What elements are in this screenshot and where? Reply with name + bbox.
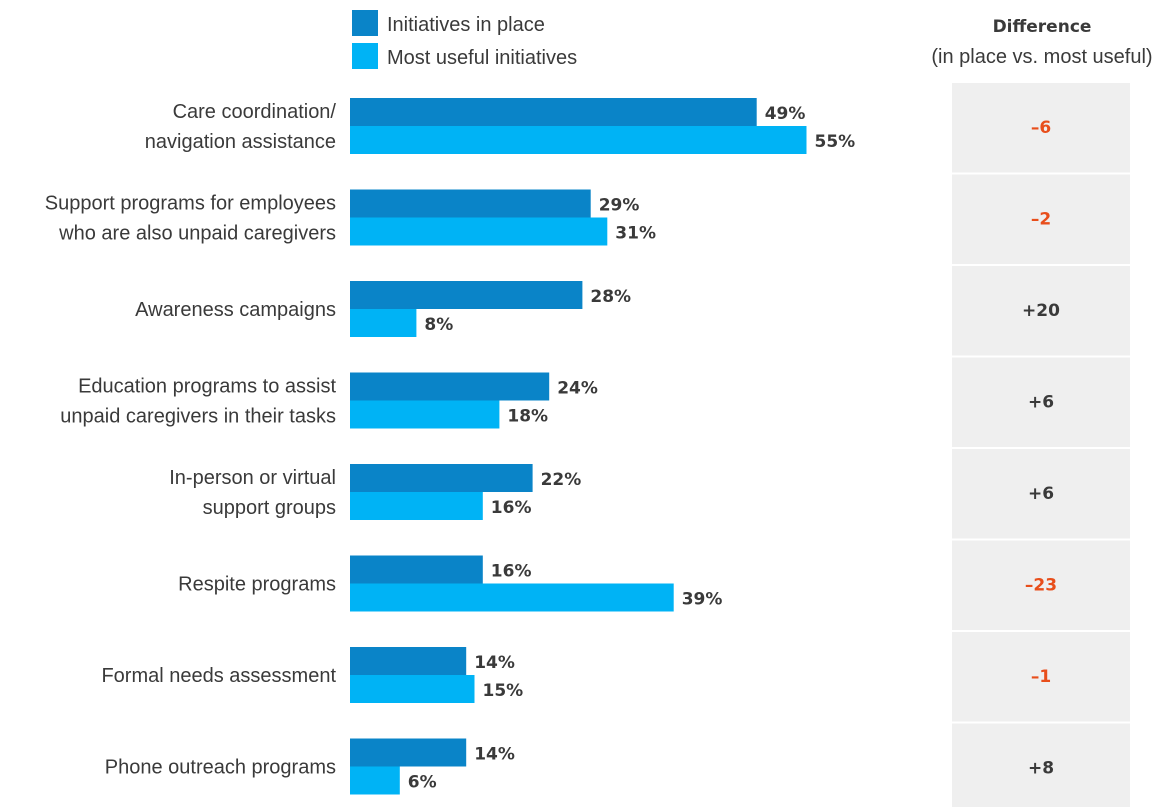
difference-value: –23 <box>1025 576 1057 596</box>
difference-cells: –6 –2 +20 +6 +6 –23 –1 +8 <box>952 83 1130 807</box>
value-label-most-useful: 55% <box>815 132 856 152</box>
bar-in-place <box>350 189 591 218</box>
value-label-in-place: 14% <box>474 653 515 673</box>
legend-label-1: Initiatives in place <box>387 14 545 36</box>
difference-subtitle: (in place vs. most useful) <box>931 46 1152 68</box>
category-label: In-person or virtual support groups <box>169 467 336 519</box>
value-label-in-place: 16% <box>491 562 532 582</box>
category-label: Support programs for employees who are al… <box>45 193 336 245</box>
category-label: Phone outreach programs <box>105 757 336 779</box>
category-label: Care coordination/navigation assistance <box>145 101 337 153</box>
value-label-most-useful: 6% <box>408 773 437 793</box>
difference-value: +6 <box>1028 393 1054 413</box>
bar-most-useful <box>350 766 400 795</box>
bar-most-useful <box>350 675 475 703</box>
value-label-in-place: 49% <box>765 104 806 124</box>
category-label: Respite programs <box>178 574 336 596</box>
value-label-most-useful: 18% <box>507 407 548 427</box>
value-label-in-place: 28% <box>590 287 631 307</box>
difference-value: +20 <box>1022 301 1060 321</box>
value-label-most-useful: 39% <box>682 590 723 610</box>
row-4: Education programs to assist unpaid careg… <box>60 372 598 429</box>
category-label: Formal needs assessment <box>101 665 336 687</box>
value-label-in-place: 14% <box>474 745 515 765</box>
value-label-most-useful: 16% <box>491 498 532 518</box>
value-label-in-place: 22% <box>541 470 582 490</box>
difference-cell <box>952 540 1130 630</box>
difference-cell <box>952 174 1130 264</box>
bar-in-place <box>350 98 757 126</box>
difference-value: –6 <box>1031 118 1051 138</box>
difference-value: –1 <box>1031 667 1051 687</box>
value-label-most-useful: 31% <box>615 224 656 244</box>
difference-title: Difference <box>993 17 1092 37</box>
difference-header: Difference (in place vs. most useful) <box>931 17 1152 68</box>
bar-in-place <box>350 555 483 584</box>
bar-most-useful <box>350 126 807 154</box>
bar-in-place <box>350 464 533 492</box>
difference-cell <box>952 83 1130 173</box>
difference-cell <box>952 632 1130 722</box>
difference-cell <box>952 266 1130 356</box>
value-label-in-place: 24% <box>557 379 598 399</box>
bar-rows: Care coordination/navigation assistance 4… <box>45 98 855 795</box>
difference-value: +6 <box>1028 484 1054 504</box>
bar-in-place <box>350 372 550 401</box>
row-7: Formal needs assessment 14% 15% <box>101 647 523 703</box>
value-label-most-useful: 15% <box>483 681 524 701</box>
category-label: Awareness campaigns <box>135 299 336 321</box>
row-2: Support programs for employees who are al… <box>45 189 656 246</box>
row-1: Care coordination/navigation assistance 4… <box>145 98 855 154</box>
row-6: Respite programs 16% 39% <box>178 555 723 612</box>
row-5: In-person or virtual support groups 22% 16% <box>169 464 581 520</box>
bar-in-place <box>350 647 467 675</box>
difference-cell <box>952 357 1130 447</box>
difference-value: +8 <box>1028 759 1054 779</box>
bar-most-useful <box>350 583 674 612</box>
difference-value: –2 <box>1031 210 1051 230</box>
legend-swatch-2 <box>352 43 378 69</box>
legend-swatch-1 <box>352 10 378 36</box>
difference-cell <box>952 449 1130 539</box>
value-label-in-place: 29% <box>599 196 640 216</box>
bar-in-place <box>350 281 583 309</box>
bar-most-useful <box>350 400 500 429</box>
row-8: Phone outreach programs 14% 6% <box>105 738 515 795</box>
value-label-most-useful: 8% <box>424 315 453 335</box>
row-3: Awareness campaigns 28% 8% <box>135 281 631 337</box>
bar-in-place <box>350 738 467 767</box>
bar-most-useful <box>350 309 417 337</box>
legend: Initiatives in place Most useful initiati… <box>352 10 577 69</box>
legend-label-2: Most useful initiatives <box>387 47 577 69</box>
bar-most-useful <box>350 217 608 246</box>
category-label: Education programs to assist unpaid careg… <box>60 376 336 428</box>
difference-cell <box>952 723 1130 807</box>
bar-most-useful <box>350 492 483 520</box>
